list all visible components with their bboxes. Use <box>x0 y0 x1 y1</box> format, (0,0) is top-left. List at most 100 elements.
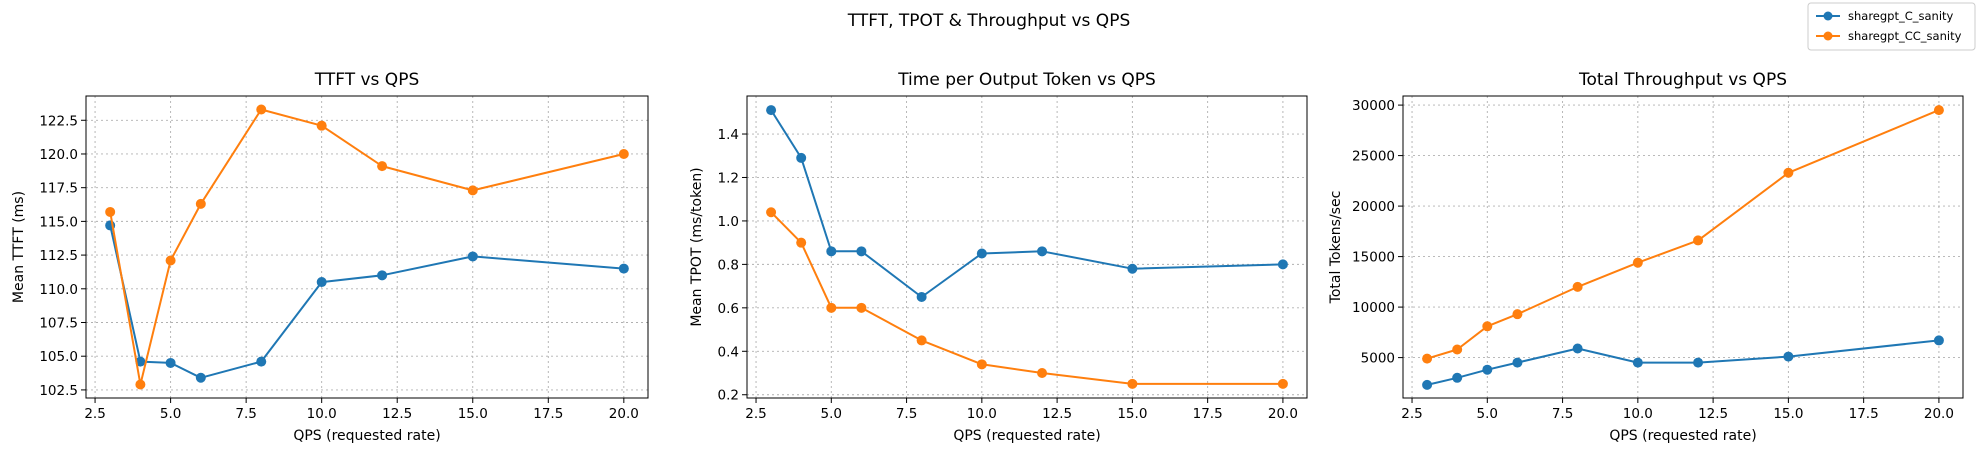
x-tick-label: 7.5 <box>896 406 917 422</box>
data-point <box>316 120 327 131</box>
axes-frame <box>746 95 1308 399</box>
x-tick-label: 20.0 <box>1268 406 1298 422</box>
data-point <box>1693 235 1704 246</box>
data-point <box>916 335 927 346</box>
x-tick-label: 15.0 <box>458 406 488 422</box>
x-tick-label: 5.0 <box>821 406 842 422</box>
y-tick-label: 105.0 <box>39 349 78 365</box>
subplot-title: TTFT vs QPS <box>314 70 419 90</box>
y-tick-label: 1.0 <box>718 214 739 230</box>
data-point <box>1277 259 1288 270</box>
y-tick-label: 15000 <box>1352 250 1395 266</box>
y-tick-label: 107.5 <box>39 316 78 332</box>
data-point <box>1482 364 1493 375</box>
series-line-1 <box>109 225 624 379</box>
y-tick-label: 1.4 <box>718 127 739 143</box>
x-tick-label: 15.0 <box>1117 406 1147 422</box>
y-tick-label: 25000 <box>1352 149 1395 165</box>
x-tick-label: 7.5 <box>1552 406 1573 422</box>
data-point <box>1127 263 1138 274</box>
data-point <box>856 246 867 257</box>
y-tick-label: 5000 <box>1361 351 1395 367</box>
x-tick-label: 20.0 <box>609 406 639 422</box>
data-point <box>766 207 777 218</box>
data-point <box>1572 343 1583 354</box>
subplot-title: Total Throughput vs QPS <box>1578 70 1787 90</box>
y-axis-label: Total Tokens/sec <box>1328 191 1344 305</box>
subplot-title: Time per Output Token vs QPS <box>897 70 1156 90</box>
y-tick-label: 120.0 <box>39 147 78 163</box>
data-point <box>826 302 837 313</box>
series-line-2 <box>109 108 625 386</box>
data-point <box>467 185 478 196</box>
x-axis-label: QPS (requested rate) <box>1609 428 1756 444</box>
x-tick-label: 12.5 <box>1698 406 1728 422</box>
series-line-1 <box>1426 339 1940 386</box>
y-tick-label: 10000 <box>1352 300 1395 316</box>
data-point <box>377 161 388 172</box>
data-point <box>316 277 327 288</box>
series-line-1 <box>770 109 1283 298</box>
x-tick-label: 10.0 <box>1623 406 1653 422</box>
x-tick-label: 2.5 <box>84 406 105 422</box>
y-tick-label: 122.5 <box>39 113 78 129</box>
y-tick-label: 0.4 <box>718 344 739 360</box>
data-point <box>135 356 146 367</box>
data-point <box>1127 378 1138 389</box>
x-tick-label: 12.5 <box>382 406 412 422</box>
data-point <box>1037 368 1048 379</box>
data-point <box>105 206 116 217</box>
y-tick-label: 110.0 <box>39 282 78 298</box>
data-point <box>976 359 987 370</box>
legend-marker <box>1823 11 1833 21</box>
x-tick-label: 10.0 <box>307 406 337 422</box>
data-point <box>256 356 267 367</box>
axes-frame <box>1402 95 1964 399</box>
x-axis-label: QPS (requested rate) <box>293 428 440 444</box>
x-tick-label: 7.5 <box>235 406 256 422</box>
series-line-2 <box>770 211 1283 385</box>
legend: sharegpt_C_sanity sharegpt_CC_sanity <box>1807 2 1976 51</box>
data-point <box>1632 357 1643 368</box>
x-tick-label: 17.5 <box>1849 406 1879 422</box>
axes-frame <box>85 95 649 399</box>
data-point <box>826 246 837 257</box>
y-tick-label: 30000 <box>1352 98 1395 114</box>
data-point <box>618 148 629 159</box>
data-point <box>1933 335 1944 346</box>
legend-marker <box>1823 31 1833 41</box>
subplot-3: 2.5 5.0 7.5 10.0 12.5 15.0 17.5 20.0 5000 10000 15… <box>1328 70 1964 444</box>
data-point <box>135 379 146 390</box>
data-point <box>1512 309 1523 320</box>
data-point <box>1422 353 1433 364</box>
y-tick-label: 115.0 <box>39 214 78 230</box>
data-point <box>1422 379 1433 390</box>
data-point <box>467 251 478 262</box>
data-point <box>1572 281 1583 292</box>
data-point <box>1512 357 1523 368</box>
data-point <box>256 104 267 115</box>
y-tick-label: 117.5 <box>39 181 78 197</box>
data-point <box>1783 351 1794 362</box>
data-point <box>165 357 176 368</box>
y-tick-label: 102.5 <box>39 383 78 399</box>
series-line-2 <box>1426 109 1940 360</box>
data-point <box>377 270 388 281</box>
data-point <box>796 237 807 248</box>
subplot-1: 2.5 5.0 7.5 10.0 12.5 15.0 17.5 20.0 102.5 105.0 1… <box>11 70 649 444</box>
data-point <box>1482 321 1493 332</box>
data-point <box>1277 378 1288 389</box>
y-tick-label: 20000 <box>1352 199 1395 215</box>
y-axis-label: Mean TTFT (ms) <box>11 191 27 303</box>
data-point <box>618 263 629 274</box>
x-tick-label: 15.0 <box>1773 406 1803 422</box>
data-point <box>165 255 176 266</box>
x-tick-label: 17.5 <box>1193 406 1223 422</box>
x-tick-label: 2.5 <box>745 406 766 422</box>
x-axis-label: QPS (requested rate) <box>953 428 1100 444</box>
figure-suptitle: TTFT, TPOT & Throughput vs QPS <box>847 11 1131 31</box>
x-tick-label: 10.0 <box>967 406 997 422</box>
x-tick-label: 12.5 <box>1042 406 1072 422</box>
data-point <box>1783 167 1794 178</box>
